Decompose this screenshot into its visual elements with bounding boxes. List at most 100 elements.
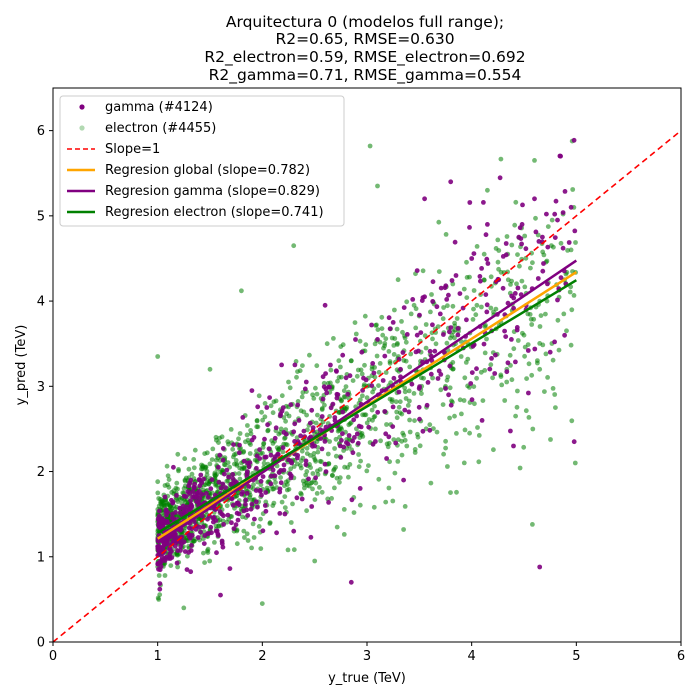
gamma-point — [243, 501, 248, 507]
legend-label-slope1: Slope=1 — [105, 142, 160, 157]
gamma-point — [186, 483, 192, 489]
gamma-point — [502, 328, 507, 334]
electron-point — [286, 379, 291, 385]
gamma-point — [263, 454, 269, 460]
gamma-point — [323, 371, 328, 376]
gamma-point — [338, 455, 344, 460]
electron-point — [291, 243, 297, 249]
gamma-point — [170, 511, 175, 517]
gamma-point — [513, 359, 518, 365]
gamma-point — [233, 479, 238, 484]
electron-point — [488, 362, 494, 368]
gamma-point — [263, 490, 269, 495]
electron-point — [311, 451, 317, 456]
electron-point — [447, 385, 453, 391]
electron-point — [526, 415, 532, 420]
gamma-point — [279, 362, 284, 368]
gamma-point — [555, 297, 560, 303]
electron-point — [472, 401, 477, 407]
gamma-point — [382, 409, 388, 414]
electron-point — [430, 375, 435, 381]
electron-point — [471, 288, 477, 293]
gamma-point — [192, 492, 198, 498]
electron-point — [364, 420, 370, 426]
gamma-point — [390, 424, 396, 429]
x-tick-label: 0 — [49, 649, 57, 664]
electron-point — [502, 398, 508, 403]
electron-point — [434, 429, 440, 435]
gamma-point — [435, 376, 441, 381]
electron-point — [261, 441, 266, 447]
gamma-point — [369, 383, 375, 388]
gamma-point — [202, 533, 208, 538]
electron-point — [291, 464, 297, 469]
gamma-point — [448, 402, 454, 408]
gamma-point — [169, 515, 175, 521]
electron-point — [189, 471, 195, 477]
gamma-point — [313, 475, 318, 481]
gamma-point — [254, 465, 259, 471]
gamma-point — [162, 494, 168, 500]
gamma-point — [484, 302, 490, 308]
gamma-point — [171, 464, 176, 470]
gamma-point — [282, 511, 288, 517]
electron-point — [428, 309, 433, 315]
gamma-point — [347, 373, 353, 379]
electron-point — [375, 327, 381, 332]
electron-point — [399, 452, 405, 458]
gamma-point — [189, 504, 195, 510]
electron-point — [334, 524, 340, 530]
electron-point — [237, 431, 243, 436]
electron-point — [234, 541, 240, 547]
gamma-point — [357, 486, 363, 491]
electron-point — [299, 492, 304, 497]
gamma-point — [552, 211, 558, 217]
electron-point — [345, 465, 351, 470]
electron-point — [252, 457, 258, 463]
electron-point — [423, 426, 429, 432]
electron-point — [165, 482, 170, 487]
electron-point — [457, 397, 463, 403]
electron-point — [568, 247, 574, 253]
electron-point — [522, 233, 528, 239]
gamma-point — [555, 217, 560, 223]
gamma-point — [244, 490, 250, 496]
gamma-point — [270, 467, 276, 473]
gamma-point — [308, 534, 314, 540]
gamma-point — [218, 592, 223, 598]
electron-point — [511, 346, 517, 352]
electron-point — [482, 350, 488, 356]
electron-point — [159, 503, 165, 508]
electron-point — [304, 412, 309, 418]
electron-point — [521, 332, 527, 338]
electron-point — [474, 302, 480, 308]
gamma-point — [155, 516, 161, 522]
gamma-point — [155, 552, 161, 558]
gamma-point — [312, 443, 318, 449]
electron-point — [364, 468, 370, 474]
electron-point — [467, 385, 472, 390]
gamma-point — [540, 234, 545, 240]
gamma-point — [386, 315, 392, 321]
electron-point — [521, 444, 527, 450]
electron-point — [294, 374, 299, 380]
gamma-point — [198, 529, 204, 535]
electron-point — [204, 472, 210, 478]
gamma-point — [320, 396, 326, 402]
electron-point — [312, 558, 318, 564]
electron-point — [357, 397, 363, 403]
electron-point — [461, 460, 467, 466]
legend: gamma (#4124) electron (#4455) Slope=1 R… — [59, 95, 345, 227]
electron-point — [191, 457, 197, 462]
electron-point — [475, 425, 480, 430]
electron-point — [523, 408, 529, 414]
electron-point — [412, 450, 418, 455]
gamma-point — [263, 508, 269, 514]
electron-point — [173, 497, 179, 502]
electron-point — [280, 449, 286, 455]
x-tick-label: 1 — [154, 649, 162, 664]
electron-point — [438, 387, 444, 393]
electron-point — [258, 546, 264, 551]
electron-point — [270, 486, 275, 492]
electron-point — [573, 240, 578, 245]
